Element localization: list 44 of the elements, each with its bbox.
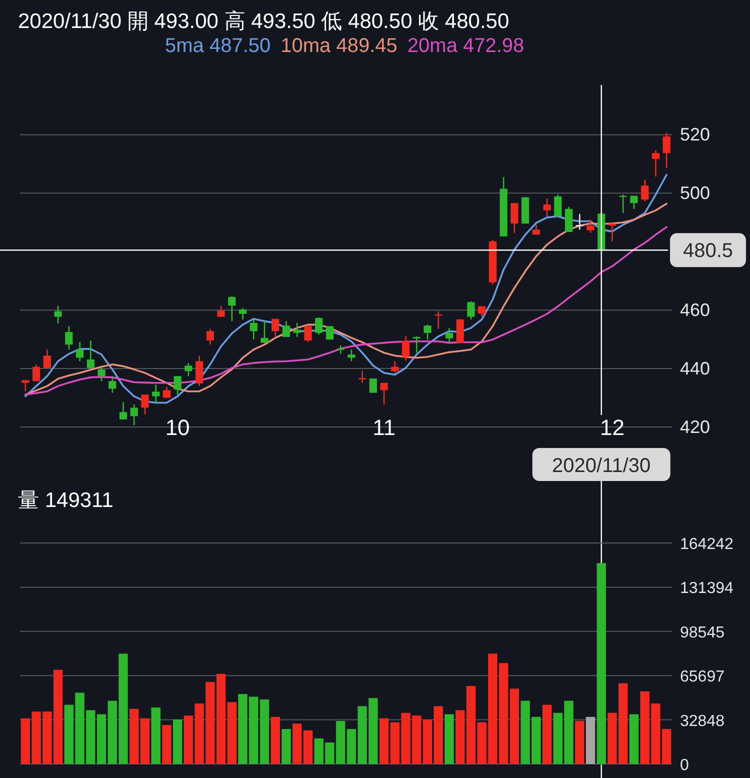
y-tick-label: 32848 — [680, 712, 725, 730]
legend: 5ma 487.50 10ma 489.45 20ma 472.98 — [165, 35, 524, 57]
bar — [162, 724, 172, 764]
y-tick-label: 460 — [680, 300, 710, 320]
bar — [629, 714, 639, 764]
bar — [379, 718, 389, 764]
x-tick-label: 2020/11/30 — [552, 455, 651, 477]
y-tick-label: 131394 — [680, 580, 734, 598]
bar — [510, 688, 520, 764]
bar — [575, 720, 584, 764]
ref-line-label: 480.5 — [682, 240, 734, 262]
bar — [292, 724, 302, 764]
bar — [172, 720, 182, 764]
bar — [140, 718, 150, 764]
y-tick-label: 0 — [680, 757, 689, 774]
y-tick-label: 500 — [680, 183, 710, 204]
bar — [434, 706, 443, 764]
bar — [260, 699, 270, 764]
bar — [542, 704, 552, 764]
y-tick-label: 440 — [680, 358, 710, 379]
x-value-badge: 2020/11/30 — [532, 448, 670, 481]
chart-title: 2020/11/30 開 493.00 高 493.50 低 480.50 收 480.50 — [18, 10, 510, 33]
y-tick-label: 65697 — [680, 668, 725, 686]
x-tick-label: 12 — [600, 415, 624, 440]
bar — [596, 563, 606, 764]
y-tick-label: 420 — [680, 417, 710, 437]
bar — [130, 708, 139, 764]
bar — [96, 714, 106, 764]
x-tick-label: 11 — [372, 415, 396, 440]
y-value-badge: 480.5 — [670, 233, 746, 268]
bar — [456, 710, 465, 764]
bar — [151, 707, 160, 764]
bar — [303, 730, 313, 764]
y-tick-label: 98545 — [680, 624, 725, 642]
bar — [444, 714, 454, 764]
chart-title: 量 149311 — [18, 489, 114, 512]
bar — [586, 716, 596, 764]
bar — [270, 716, 280, 764]
bar — [282, 729, 291, 764]
y-tick-label: 520 — [680, 124, 710, 145]
bar — [422, 720, 432, 764]
x-tick-label: 10 — [165, 415, 190, 440]
bar — [227, 702, 236, 764]
y-tick-label: 164242 — [680, 536, 734, 553]
